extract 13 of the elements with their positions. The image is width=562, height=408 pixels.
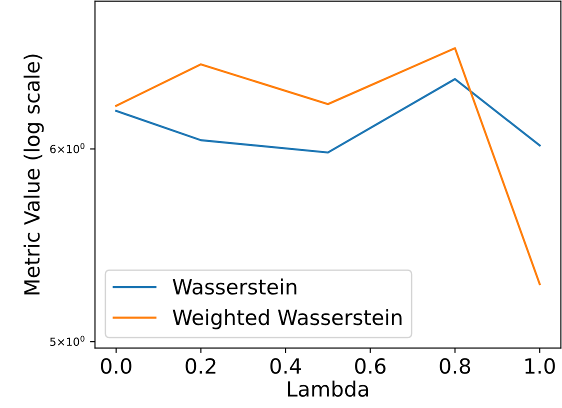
y-axis-title: Metric Value (log scale) bbox=[24, 54, 44, 294]
x-tick-label: 0.4 bbox=[270, 358, 301, 374]
line-series bbox=[115, 78, 541, 154]
x-axis-title: Lambda bbox=[288, 380, 368, 397]
y-tick-label: 5×10$^{0}$ bbox=[50, 336, 84, 346]
x-tick-label: 1.0 bbox=[525, 358, 555, 374]
x-tick-label: 0.8 bbox=[440, 358, 470, 374]
y-tick-label: 6×10$^{0}$ bbox=[50, 143, 84, 154]
x-tick-label: 0.6 bbox=[355, 358, 386, 374]
x-tick-label: 0.2 bbox=[186, 358, 216, 374]
x-tick-label: 0.0 bbox=[100, 358, 132, 374]
legend-label: Wasserstein bbox=[172, 278, 296, 295]
legend-label: Weighted Wasserstein bbox=[172, 309, 402, 330]
